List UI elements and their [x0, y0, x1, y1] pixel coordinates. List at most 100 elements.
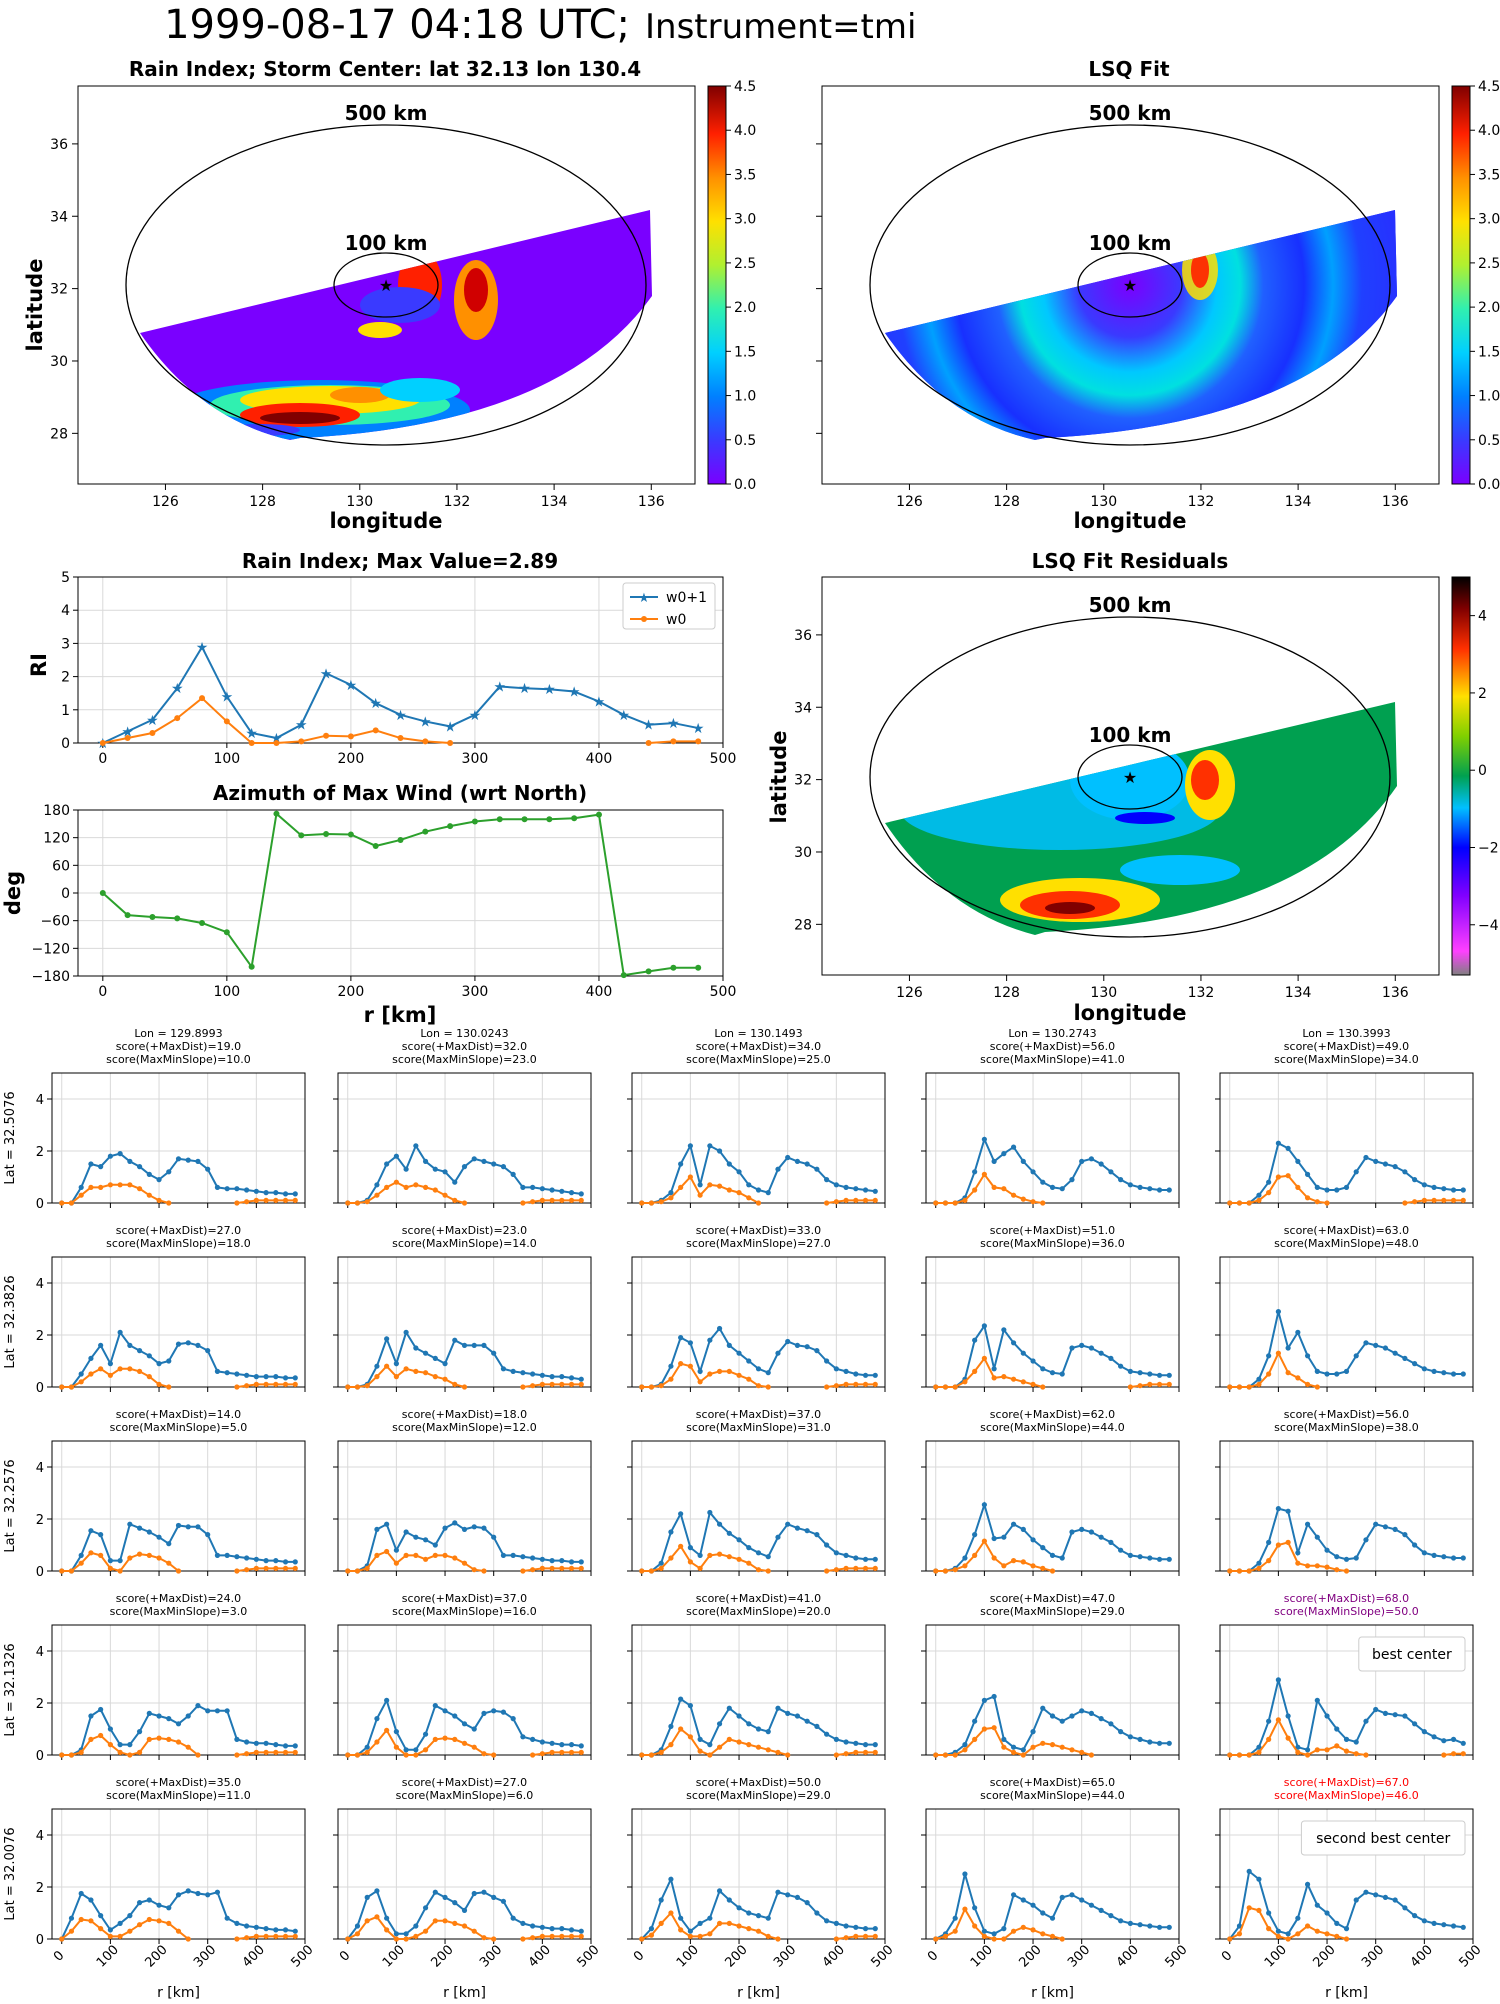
panel-point [843, 1751, 849, 1757]
panel-point [156, 1381, 162, 1387]
panel-r3-c3: score(MaxMinSlope)=31.0score(+MaxDist)=3… [627, 1408, 886, 1576]
panel-xtick-label: 400 [240, 1942, 268, 1970]
panel-xtick-label: 400 [1114, 1942, 1142, 1970]
panel-point [1098, 1534, 1104, 1540]
az-chart-ytick-label: 0 [61, 886, 70, 902]
panel-point [559, 1933, 565, 1939]
panel-point [716, 1521, 723, 1527]
panel-point [1334, 1554, 1340, 1560]
panel-point [442, 1169, 448, 1175]
panel-point [481, 1751, 487, 1757]
panel-point [98, 1532, 104, 1538]
panel-point [1314, 1184, 1320, 1190]
panel-point [775, 1889, 781, 1895]
panel-point [1363, 1537, 1369, 1543]
panel-point [872, 1381, 878, 1387]
panel-point [746, 1376, 752, 1382]
panel-point [146, 1374, 152, 1380]
panel-point [345, 1936, 351, 1942]
panel-ytick-label: 2 [36, 1697, 44, 1712]
rain-index-map-xtick-label: 128 [249, 494, 276, 510]
ring-500km [869, 616, 1391, 938]
panel-point [736, 1350, 742, 1356]
panel-point [253, 1924, 259, 1930]
panel-xtick-label: 0 [51, 1948, 67, 1964]
panel-point [678, 1511, 684, 1517]
panel-point [205, 1166, 211, 1172]
panel-point [442, 1361, 448, 1367]
panel-point [88, 1355, 94, 1361]
panel-point [697, 1192, 703, 1198]
panel-point [442, 1376, 448, 1382]
panel-point [862, 1556, 869, 1562]
panel-point [736, 1372, 742, 1378]
panel-point [697, 1565, 703, 1571]
panel-point [253, 1565, 259, 1571]
panel-point [68, 1752, 75, 1758]
az-chart-point [372, 842, 379, 849]
panel-point [461, 1721, 468, 1727]
panel-point [136, 1551, 143, 1557]
panel-point [785, 1154, 791, 1161]
panel-point [1295, 1184, 1301, 1190]
panel-point [862, 1197, 869, 1203]
ri-chart-point [645, 740, 652, 746]
panel-score-maxdist: score(+MaxDist)=35.0 [116, 1776, 241, 1789]
panel-point [422, 1731, 429, 1737]
panel-point [117, 1568, 123, 1574]
panel-point [942, 1384, 949, 1390]
panel-point [981, 1171, 987, 1177]
rain-index-colorbar-tick-label: 4.0 [734, 123, 756, 139]
panel-lon-label: Lon = 130.1493 [714, 1027, 802, 1040]
az-chart-point [248, 963, 255, 970]
panel-point [234, 1920, 240, 1926]
panel-point [253, 1197, 259, 1203]
ri-chart-point [124, 735, 131, 742]
panel-point [755, 1366, 762, 1372]
panel-point [539, 1556, 545, 1562]
legend-marker [641, 616, 647, 622]
lsq-fit-colorbar-tick-label: 1.5 [1478, 344, 1500, 360]
panel-point [794, 1894, 801, 1900]
panel-point [413, 1534, 419, 1540]
panel-point [639, 1936, 645, 1942]
panel-point [991, 1366, 997, 1372]
panel-point [422, 1158, 429, 1164]
panel-point [1049, 1742, 1056, 1748]
panel-point [1156, 1740, 1163, 1746]
panel-point [1040, 1705, 1046, 1711]
panel-point [59, 1936, 65, 1942]
panel-frame [925, 1072, 1180, 1204]
panel-point [292, 1191, 298, 1197]
panel-score-minslope: score(MaxMinSlope)=27.0 [686, 1237, 831, 1250]
panel-point [422, 1556, 429, 1562]
panel-point [263, 1749, 269, 1755]
panel-plot-area [52, 1809, 305, 1939]
panel-point [530, 1555, 536, 1561]
panel-point [1412, 1542, 1418, 1548]
panel-point [491, 1936, 497, 1942]
panel-point [746, 1545, 752, 1551]
panel-point [136, 1186, 143, 1192]
panel-lat-label: Lat = 32.1326 [3, 1643, 18, 1736]
panel-point [1431, 1368, 1437, 1374]
panel-plot-area [338, 1625, 591, 1755]
panel-point [136, 1900, 143, 1906]
panel-point [1421, 1366, 1427, 1372]
panel-point [413, 1923, 419, 1929]
panel-point [403, 1936, 409, 1942]
lsq-fit-colorbar-tick-label: 1.0 [1478, 389, 1500, 405]
panel-point [1049, 1713, 1056, 1719]
panel-point [862, 1565, 869, 1571]
panel-point [413, 1182, 419, 1188]
panel-point [1166, 1924, 1172, 1930]
ri-chart-point [149, 730, 156, 737]
panel-point [146, 1736, 152, 1742]
panel-score-minslope: score(MaxMinSlope)=44.0 [980, 1789, 1125, 1802]
residuals-map-ytick-label: 32 [794, 773, 812, 789]
panel-point [775, 1705, 781, 1711]
panel-point [403, 1184, 409, 1190]
panel-point [952, 1915, 958, 1921]
panel-point [413, 1143, 419, 1149]
panel-point [452, 1179, 458, 1185]
